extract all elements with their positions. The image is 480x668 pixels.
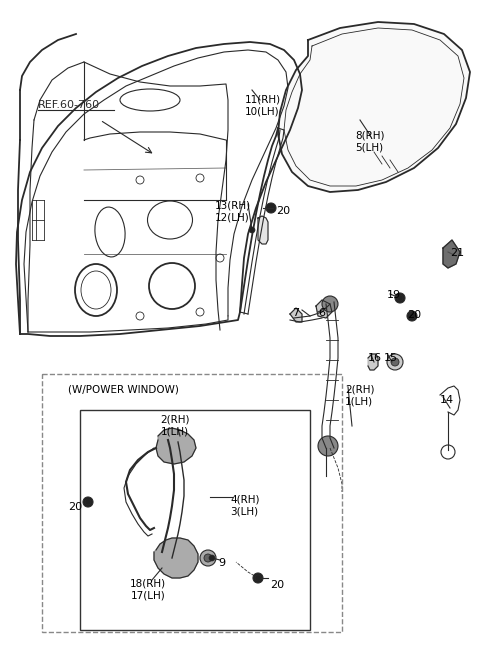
Text: (W/POWER WINDOW): (W/POWER WINDOW) — [68, 385, 179, 395]
Text: 2(RH): 2(RH) — [160, 415, 190, 425]
Circle shape — [266, 203, 276, 213]
Text: 6: 6 — [319, 308, 325, 318]
Text: 1(LH): 1(LH) — [161, 427, 189, 437]
Text: 20: 20 — [270, 580, 284, 590]
Text: 14: 14 — [440, 395, 454, 405]
Text: 2(RH): 2(RH) — [345, 385, 374, 395]
Circle shape — [407, 311, 417, 321]
Polygon shape — [316, 300, 332, 318]
Polygon shape — [154, 538, 198, 578]
Polygon shape — [278, 22, 470, 192]
Circle shape — [85, 499, 91, 505]
Text: 18(RH): 18(RH) — [130, 578, 166, 588]
Polygon shape — [258, 216, 268, 244]
Bar — [42, 374, 342, 632]
Text: 15: 15 — [384, 353, 398, 363]
Circle shape — [200, 550, 216, 566]
Text: 9: 9 — [218, 558, 225, 568]
Text: 20: 20 — [276, 206, 290, 216]
Circle shape — [318, 436, 338, 456]
Text: 5(LH): 5(LH) — [355, 142, 383, 152]
Polygon shape — [368, 354, 378, 370]
Circle shape — [253, 573, 263, 583]
Text: 21: 21 — [450, 248, 464, 258]
Circle shape — [391, 358, 399, 366]
Circle shape — [409, 313, 415, 319]
Text: 8(RH): 8(RH) — [355, 130, 384, 140]
Circle shape — [204, 554, 212, 562]
Polygon shape — [443, 240, 460, 268]
Circle shape — [209, 555, 215, 561]
Text: 7: 7 — [292, 308, 300, 318]
Polygon shape — [290, 308, 302, 322]
Circle shape — [249, 227, 255, 233]
Bar — [80, 410, 310, 630]
Circle shape — [395, 293, 405, 303]
Circle shape — [397, 295, 403, 301]
Text: 19: 19 — [387, 290, 401, 300]
Text: 10(LH): 10(LH) — [245, 107, 280, 117]
Text: 1(LH): 1(LH) — [345, 397, 373, 407]
Text: 16: 16 — [368, 353, 382, 363]
Circle shape — [322, 296, 338, 312]
Text: 20: 20 — [68, 502, 82, 512]
Text: 4(RH): 4(RH) — [230, 495, 260, 505]
Text: REF.60-760: REF.60-760 — [38, 100, 100, 110]
Text: 11(RH): 11(RH) — [245, 95, 281, 105]
Circle shape — [255, 575, 261, 581]
Polygon shape — [156, 428, 196, 464]
Circle shape — [387, 354, 403, 370]
Circle shape — [83, 497, 93, 507]
Text: 13(RH): 13(RH) — [215, 200, 251, 210]
Text: 12(LH): 12(LH) — [215, 212, 250, 222]
Text: 20: 20 — [407, 310, 421, 320]
Text: 3(LH): 3(LH) — [230, 507, 258, 517]
Text: 17(LH): 17(LH) — [131, 590, 166, 600]
